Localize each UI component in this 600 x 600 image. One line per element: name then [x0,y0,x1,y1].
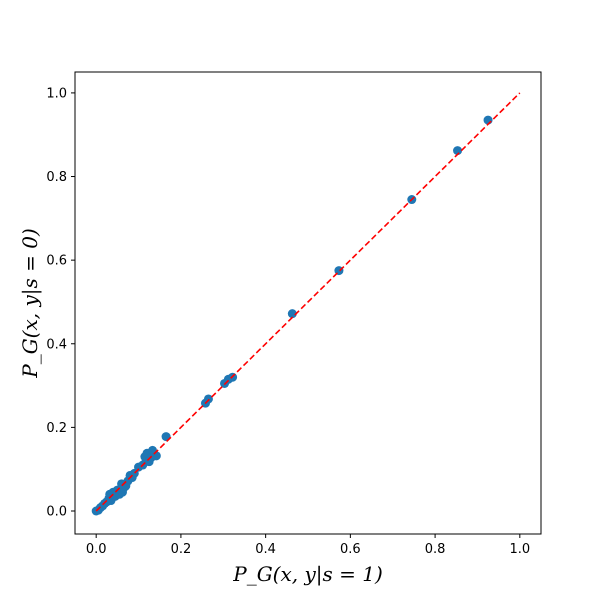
x-tick-label: 0.6 [340,542,361,557]
x-axis-label: P_G(x, y|s = 1) [232,562,383,587]
y-tick-label: 0.2 [46,421,67,436]
x-tick-label: 0.8 [425,542,446,557]
reference-line [95,92,521,512]
scatter-point [453,146,463,156]
y-tick-label: 0.0 [46,505,67,520]
y-tick-label: 0.6 [46,254,67,269]
y-axis-label: P_G(x, y|s = 0) [18,228,43,379]
x-tick-label: 1.0 [509,542,530,557]
y-axis: 0.0 0.2 0.4 0.6 0.8 1.0 [46,86,75,520]
x-tick-label: 0.4 [255,542,276,557]
plot-area [91,92,521,516]
x-tick-label: 0.0 [86,542,107,557]
x-axis: 0.0 0.2 0.4 0.6 0.8 1.0 [86,534,530,557]
x-tick-label: 0.2 [171,542,192,557]
y-tick-label: 1.0 [46,86,67,101]
y-tick-label: 0.8 [46,170,67,185]
scatter-point [203,394,213,404]
y-tick-label: 0.4 [46,337,67,352]
scatter-point [287,309,297,319]
plot-frame [74,71,542,535]
